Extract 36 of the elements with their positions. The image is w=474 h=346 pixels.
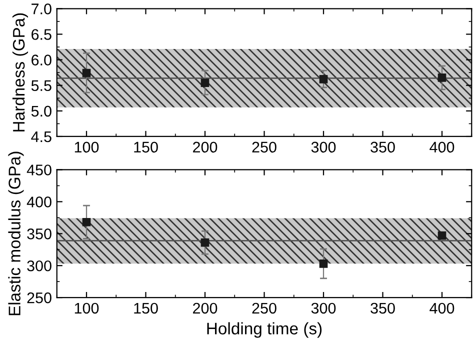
- x-tick-label: 250: [252, 142, 276, 153]
- x-tick-label: 100: [74, 302, 99, 314]
- y-tick-label: 6.5: [32, 29, 52, 40]
- point: [200, 78, 210, 87]
- y-tick-label: 300: [27, 260, 52, 272]
- x-tick-label: 150: [134, 142, 158, 153]
- point: [200, 238, 210, 247]
- x-tick-label: 300: [311, 302, 336, 314]
- x-tick-label: 300: [311, 142, 336, 153]
- point: [82, 218, 91, 226]
- y-tick-label: 7.0: [32, 4, 52, 14]
- point: [438, 74, 446, 82]
- point: [319, 260, 328, 268]
- x-tick-label: 200: [193, 142, 218, 153]
- y-tick-label: 250: [27, 292, 52, 304]
- x-tick-label: 400: [430, 142, 454, 153]
- point: [319, 75, 328, 84]
- x-tick-label: 350: [370, 302, 395, 314]
- y-axis-title: Hardness (GPa): [12, 13, 28, 132]
- y-tick-label: 450: [26, 164, 52, 176]
- x-tick-label: 150: [134, 302, 158, 314]
- x-tick-label: 100: [74, 142, 99, 153]
- point: [82, 68, 91, 78]
- x-tick-label: 400: [430, 302, 454, 314]
- y-tick-label: 5.5: [31, 80, 52, 92]
- y-tick-label: 400: [26, 196, 52, 208]
- x-axis-title: Holding time (s): [207, 322, 322, 338]
- x-tick-label: 350: [370, 142, 395, 153]
- point: [438, 231, 446, 240]
- y-tick-label: 350: [27, 228, 52, 240]
- x-tick-label: 200: [193, 302, 218, 314]
- x-tick-label: 250: [252, 302, 276, 314]
- y-tick-label: 5.0: [31, 106, 52, 117]
- y-tick-label: 4.5: [31, 132, 52, 142]
- y-tick-label: 6.0: [32, 54, 52, 66]
- y-axis-title: Elastic modulus (GPa): [8, 152, 24, 316]
